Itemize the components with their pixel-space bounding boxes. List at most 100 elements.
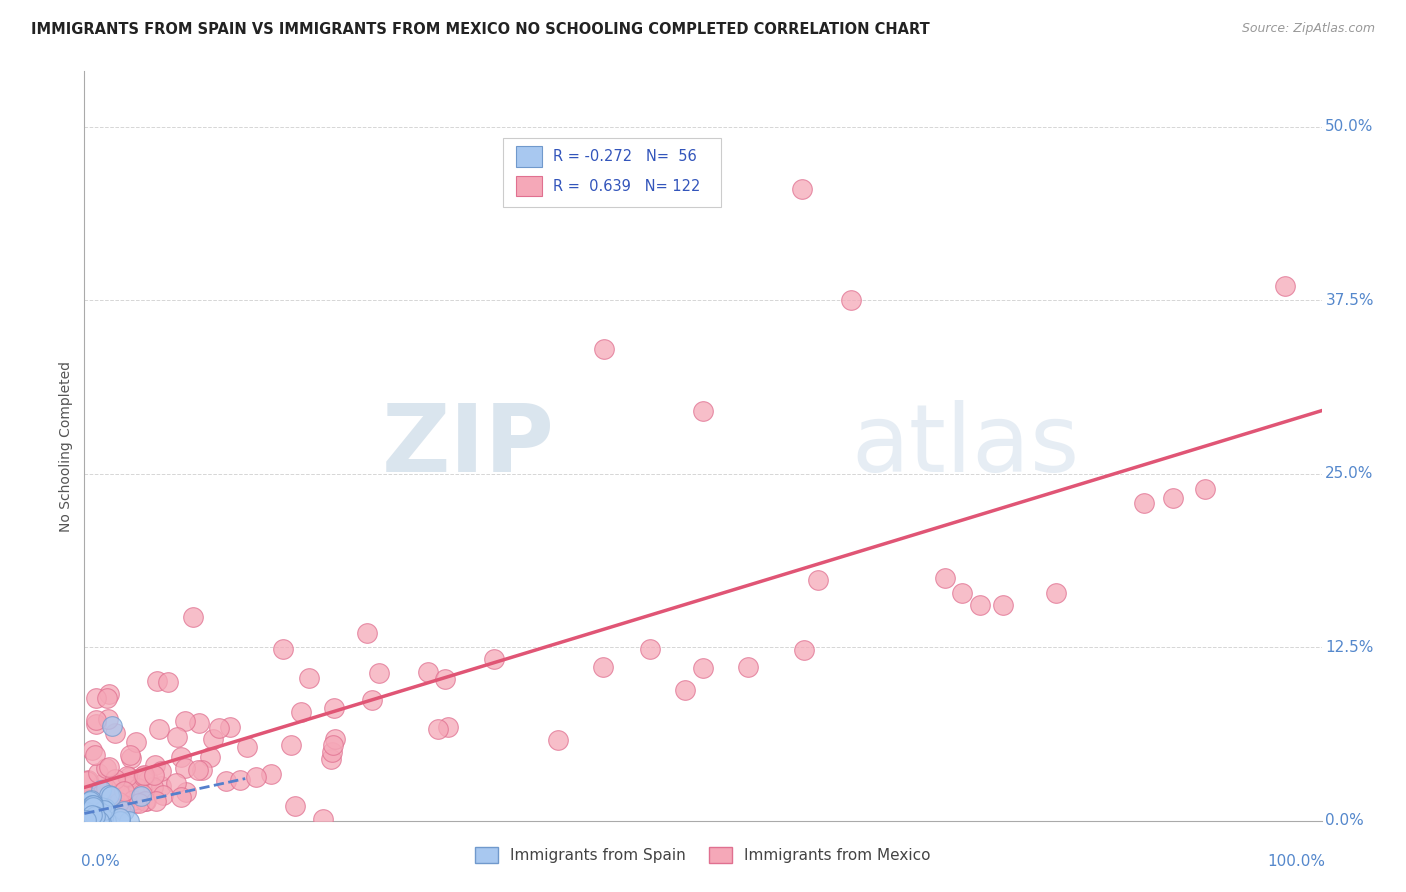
Point	[125, 735, 148, 749]
Point	[356, 625, 378, 640]
Point	[108, 814, 131, 828]
Point	[271, 641, 294, 656]
Point	[118, 770, 141, 784]
Point	[75, 810, 97, 824]
Point	[112, 797, 135, 812]
Point	[284, 799, 307, 814]
Point	[84, 809, 107, 823]
Point	[94, 814, 117, 828]
Point	[134, 794, 156, 808]
Point	[77, 810, 100, 824]
Point	[96, 691, 118, 706]
Point	[83, 814, 105, 828]
Point	[136, 772, 159, 787]
Point	[83, 807, 105, 822]
Point	[100, 789, 122, 803]
Point	[89, 814, 111, 828]
Point	[673, 682, 696, 697]
Point	[321, 752, 343, 766]
Point	[97, 788, 120, 802]
Point	[841, 293, 863, 308]
Point	[174, 785, 197, 799]
Point	[79, 794, 101, 808]
Text: IMMIGRANTS FROM SPAIN VS IMMIGRANTS FROM MEXICO NO SCHOOLING COMPLETED CORRELATI: IMMIGRANTS FROM SPAIN VS IMMIGRANTS FROM…	[31, 22, 929, 37]
Point	[82, 808, 104, 822]
Point	[96, 780, 118, 795]
Point	[969, 598, 991, 612]
Point	[360, 693, 382, 707]
Point	[638, 641, 661, 656]
Point	[142, 780, 165, 795]
Point	[1274, 279, 1296, 293]
Point	[83, 800, 105, 814]
Point	[1045, 585, 1067, 599]
Point	[433, 673, 456, 687]
Point	[83, 747, 105, 762]
Point	[143, 768, 166, 782]
Point	[75, 810, 97, 824]
Point	[120, 748, 142, 763]
Point	[80, 802, 103, 816]
Point	[236, 739, 259, 754]
Point	[173, 714, 195, 729]
Point	[228, 772, 250, 787]
Point	[79, 793, 101, 807]
Point	[118, 814, 141, 828]
Point	[593, 342, 616, 356]
Point	[82, 796, 104, 810]
Point	[87, 766, 110, 780]
Text: 50.0%: 50.0%	[1326, 120, 1374, 135]
Point	[108, 811, 131, 825]
Point	[482, 652, 505, 666]
Point	[198, 749, 221, 764]
Point	[427, 722, 450, 736]
Point	[94, 761, 117, 775]
Point	[91, 811, 114, 825]
Point	[76, 773, 98, 788]
Point	[84, 811, 107, 825]
Point	[790, 182, 813, 196]
Point	[84, 713, 107, 727]
Point	[90, 782, 112, 797]
Point	[104, 726, 127, 740]
Point	[82, 808, 104, 822]
Point	[120, 750, 142, 764]
Point	[322, 738, 344, 752]
Point	[187, 716, 209, 731]
Point	[84, 717, 107, 731]
Point	[77, 805, 100, 820]
Point	[1133, 496, 1156, 510]
Point	[416, 665, 439, 679]
Point	[76, 808, 98, 822]
Point	[79, 796, 101, 810]
Text: R =  0.639   N= 122: R = 0.639 N= 122	[553, 178, 700, 194]
Point	[146, 674, 169, 689]
Point	[547, 733, 569, 747]
Point	[115, 768, 138, 782]
Point	[219, 720, 242, 734]
Point	[77, 807, 100, 822]
Point	[245, 770, 267, 784]
Point	[152, 788, 174, 802]
Point	[181, 610, 204, 624]
Point	[76, 805, 98, 819]
Point	[77, 810, 100, 824]
Point	[82, 797, 104, 812]
Point	[122, 793, 145, 807]
Point	[96, 804, 118, 818]
Point	[170, 750, 193, 764]
Point	[83, 804, 105, 818]
Point	[108, 801, 131, 815]
Text: 37.5%: 37.5%	[1326, 293, 1374, 308]
Point	[187, 764, 209, 778]
Point	[108, 787, 131, 801]
Point	[80, 804, 103, 818]
Point	[75, 807, 97, 822]
Point	[129, 789, 152, 803]
Point	[135, 794, 157, 808]
Point	[215, 774, 238, 789]
Point	[132, 769, 155, 783]
Point	[592, 660, 614, 674]
Point	[108, 795, 131, 809]
Point	[87, 814, 110, 828]
